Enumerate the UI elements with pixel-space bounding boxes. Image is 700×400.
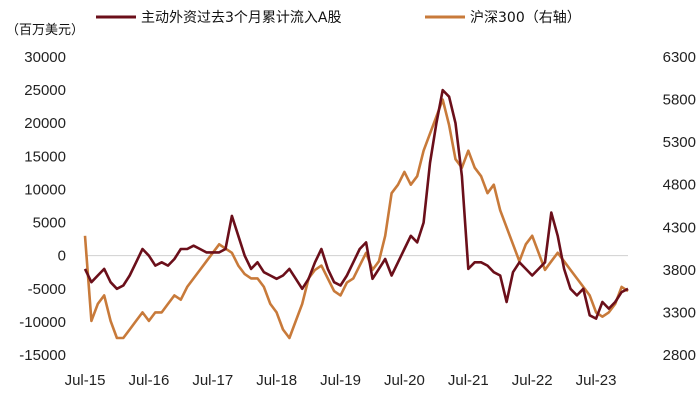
x-tick-label: Jul-18 — [256, 372, 297, 389]
x-tick-label: Jul-19 — [320, 372, 361, 389]
y-left-tick-label: 25000 — [24, 82, 66, 99]
y-right-tick-label: 2800 — [663, 347, 696, 364]
y-left-tick-label: 10000 — [24, 181, 66, 198]
y-left-tick-label: -15000 — [19, 347, 66, 364]
y-left-tick-label: -10000 — [19, 314, 66, 331]
x-tick-label: Jul-22 — [512, 372, 553, 389]
legend-label-foreign-flow: 主动外资过去3个月累计流入A股 — [141, 10, 341, 26]
y-left-tick-label: 20000 — [24, 115, 66, 132]
x-tick-label: Jul-21 — [448, 372, 489, 389]
series-line-foreign-flow — [83, 88, 629, 320]
y-left-tick-label: 0 — [58, 248, 66, 265]
y-left-tick-label: 5000 — [33, 215, 66, 232]
legend: 主动外资过去3个月累计流入A股 沪深300（右轴） — [96, 10, 581, 26]
y-right-tick-label: 4300 — [663, 219, 696, 236]
y-left-tick-label: 15000 — [24, 148, 66, 165]
legend-label-csi300: 沪深300（右轴） — [470, 10, 581, 26]
x-tick-label: Jul-20 — [384, 372, 425, 389]
x-tick-label: Jul-16 — [128, 372, 169, 389]
y-left-tick-label: 30000 — [24, 49, 66, 66]
left-axis-unit-label: （百万美元） — [6, 23, 84, 38]
y-right-tick-label: 3800 — [663, 262, 696, 279]
y-right-tick-label: 5800 — [663, 92, 696, 109]
series-layer — [83, 88, 629, 340]
y-right-tick-label: 5300 — [663, 134, 696, 151]
y-right-tick-label: 4800 — [663, 177, 696, 194]
y-left-tick-label: -5000 — [28, 281, 66, 298]
x-tick-label: Jul-15 — [65, 372, 106, 389]
y-right-tick-label: 6300 — [663, 49, 696, 66]
x-tick-label: Jul-17 — [192, 372, 233, 389]
y-right-tick-label: 3300 — [663, 304, 696, 321]
series-line-csi300 — [83, 98, 629, 340]
x-tick-label: Jul-23 — [576, 372, 617, 389]
axes-group: -15000 -10000 -5000 0 5000 10000 15000 20000 250… — [19, 49, 696, 389]
